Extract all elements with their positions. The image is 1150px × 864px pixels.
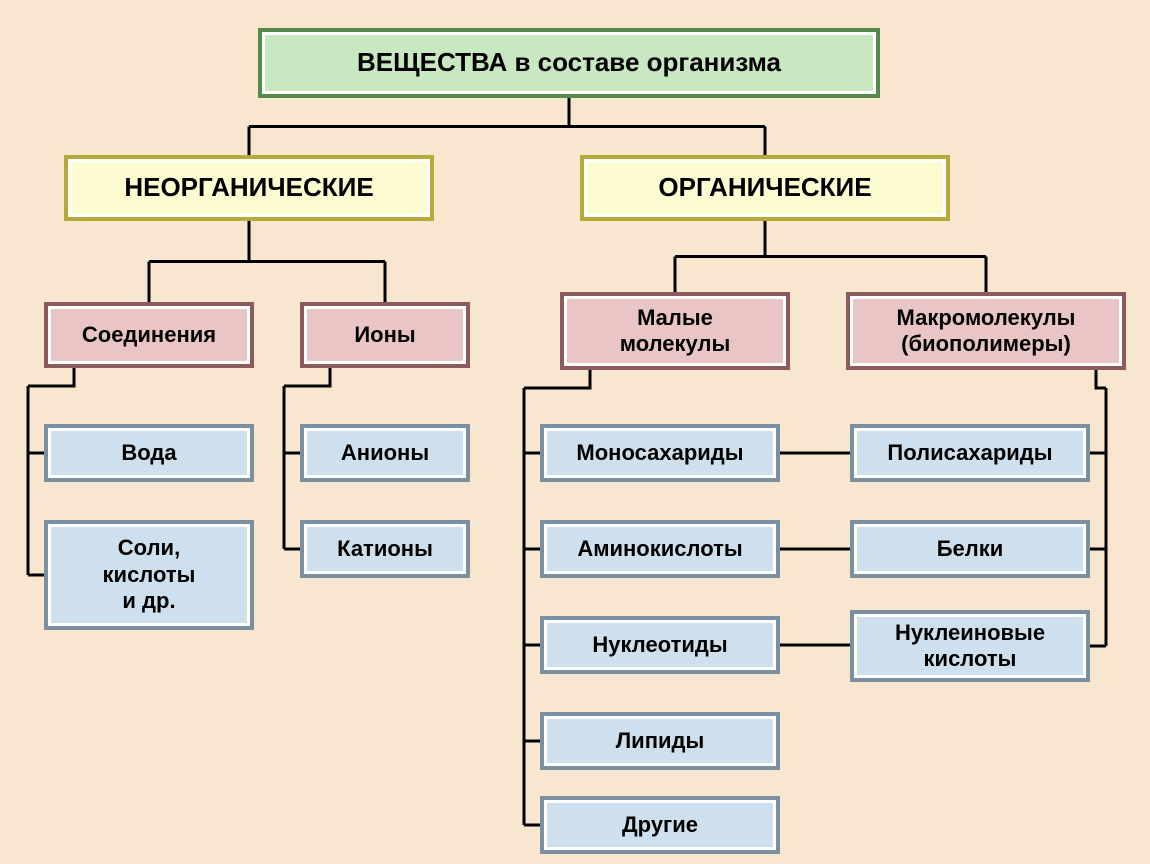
node-macro: Макромолекулы (биополимеры) [846,292,1126,370]
node-small: Малые молекулы [560,292,790,370]
node-mono: Моносахариды [540,424,780,482]
node-cations: Катионы [300,520,470,578]
node-organic: ОРГАНИЧЕСКИЕ [580,155,950,221]
node-proteins: Белки [850,520,1090,578]
node-anions: Анионы [300,424,470,482]
node-other: Другие [540,796,780,854]
node-root: ВЕЩЕСТВА в составе организма [258,28,880,98]
node-amino: Аминокислоты [540,520,780,578]
node-lipids: Липиды [540,712,780,770]
node-nucleic: Нуклеиновые кислоты [850,610,1090,682]
node-ions: Ионы [300,302,470,368]
node-nucleotides: Нуклеотиды [540,616,780,674]
node-salts: Соли, кислоты и др. [44,520,254,630]
node-compounds: Соединения [44,302,254,368]
node-inorganic: НЕОРГАНИЧЕСКИЕ [64,155,434,221]
node-poly: Полисахариды [850,424,1090,482]
node-water: Вода [44,424,254,482]
